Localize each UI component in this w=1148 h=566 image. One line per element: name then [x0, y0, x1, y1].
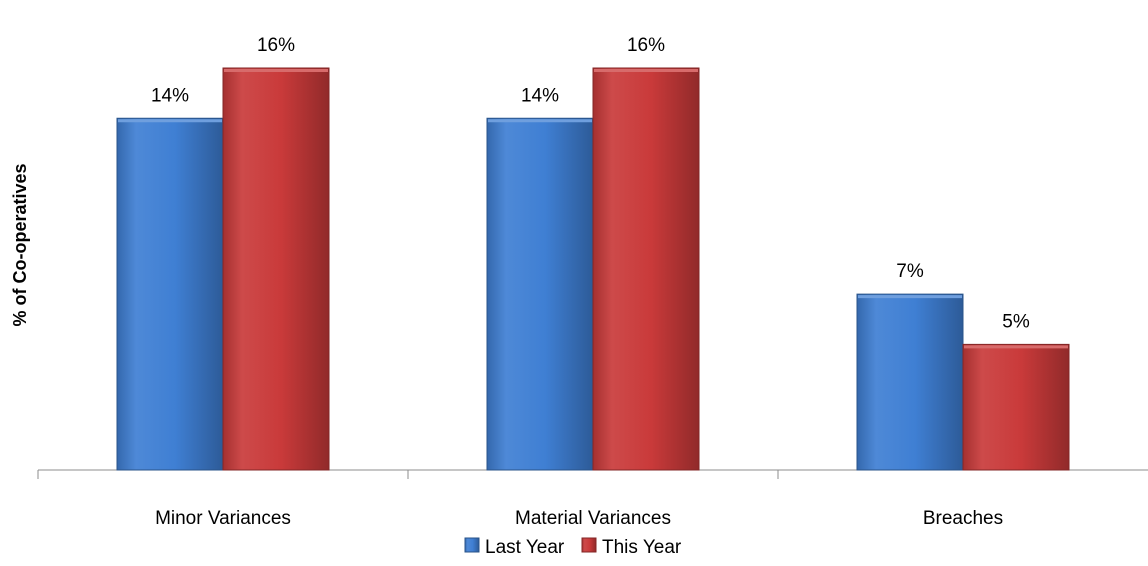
- bar-this-year-1: [592, 67, 700, 471]
- category-label: Minor Variances: [155, 508, 291, 529]
- data-label: 5%: [1002, 311, 1030, 332]
- bar-this-year-2: [962, 343, 1070, 471]
- bar-highlight: [858, 295, 962, 299]
- data-label: 14%: [521, 85, 559, 106]
- legend-swatch-last-year: [464, 537, 480, 553]
- bar-highlight: [118, 119, 222, 123]
- bar-this-year-0: [222, 67, 330, 471]
- bar-highlight: [964, 345, 1068, 349]
- data-label: 16%: [257, 35, 295, 56]
- bar-highlight: [488, 119, 592, 123]
- bar-highlight: [224, 69, 328, 72]
- plot-area: 14% 16% Minor Variances 14% 16% Material Vari…: [37, 35, 1148, 529]
- category-label: Breaches: [923, 508, 1003, 529]
- category-label: Material Variances: [515, 508, 671, 529]
- bar-last-year-2: [856, 293, 964, 471]
- legend-swatch-this-year: [581, 537, 597, 553]
- y-axis-label: % of Co-operatives: [10, 163, 30, 326]
- data-label: 16%: [627, 35, 665, 56]
- legend-label: This Year: [602, 537, 682, 558]
- legend: Last Year This Year: [464, 537, 682, 558]
- bar-last-year-1: [486, 117, 594, 471]
- data-label: 14%: [151, 85, 189, 106]
- bar-last-year-0: [116, 117, 224, 471]
- data-label: 7%: [896, 261, 924, 282]
- legend-label: Last Year: [485, 537, 565, 558]
- bar-highlight: [594, 69, 698, 72]
